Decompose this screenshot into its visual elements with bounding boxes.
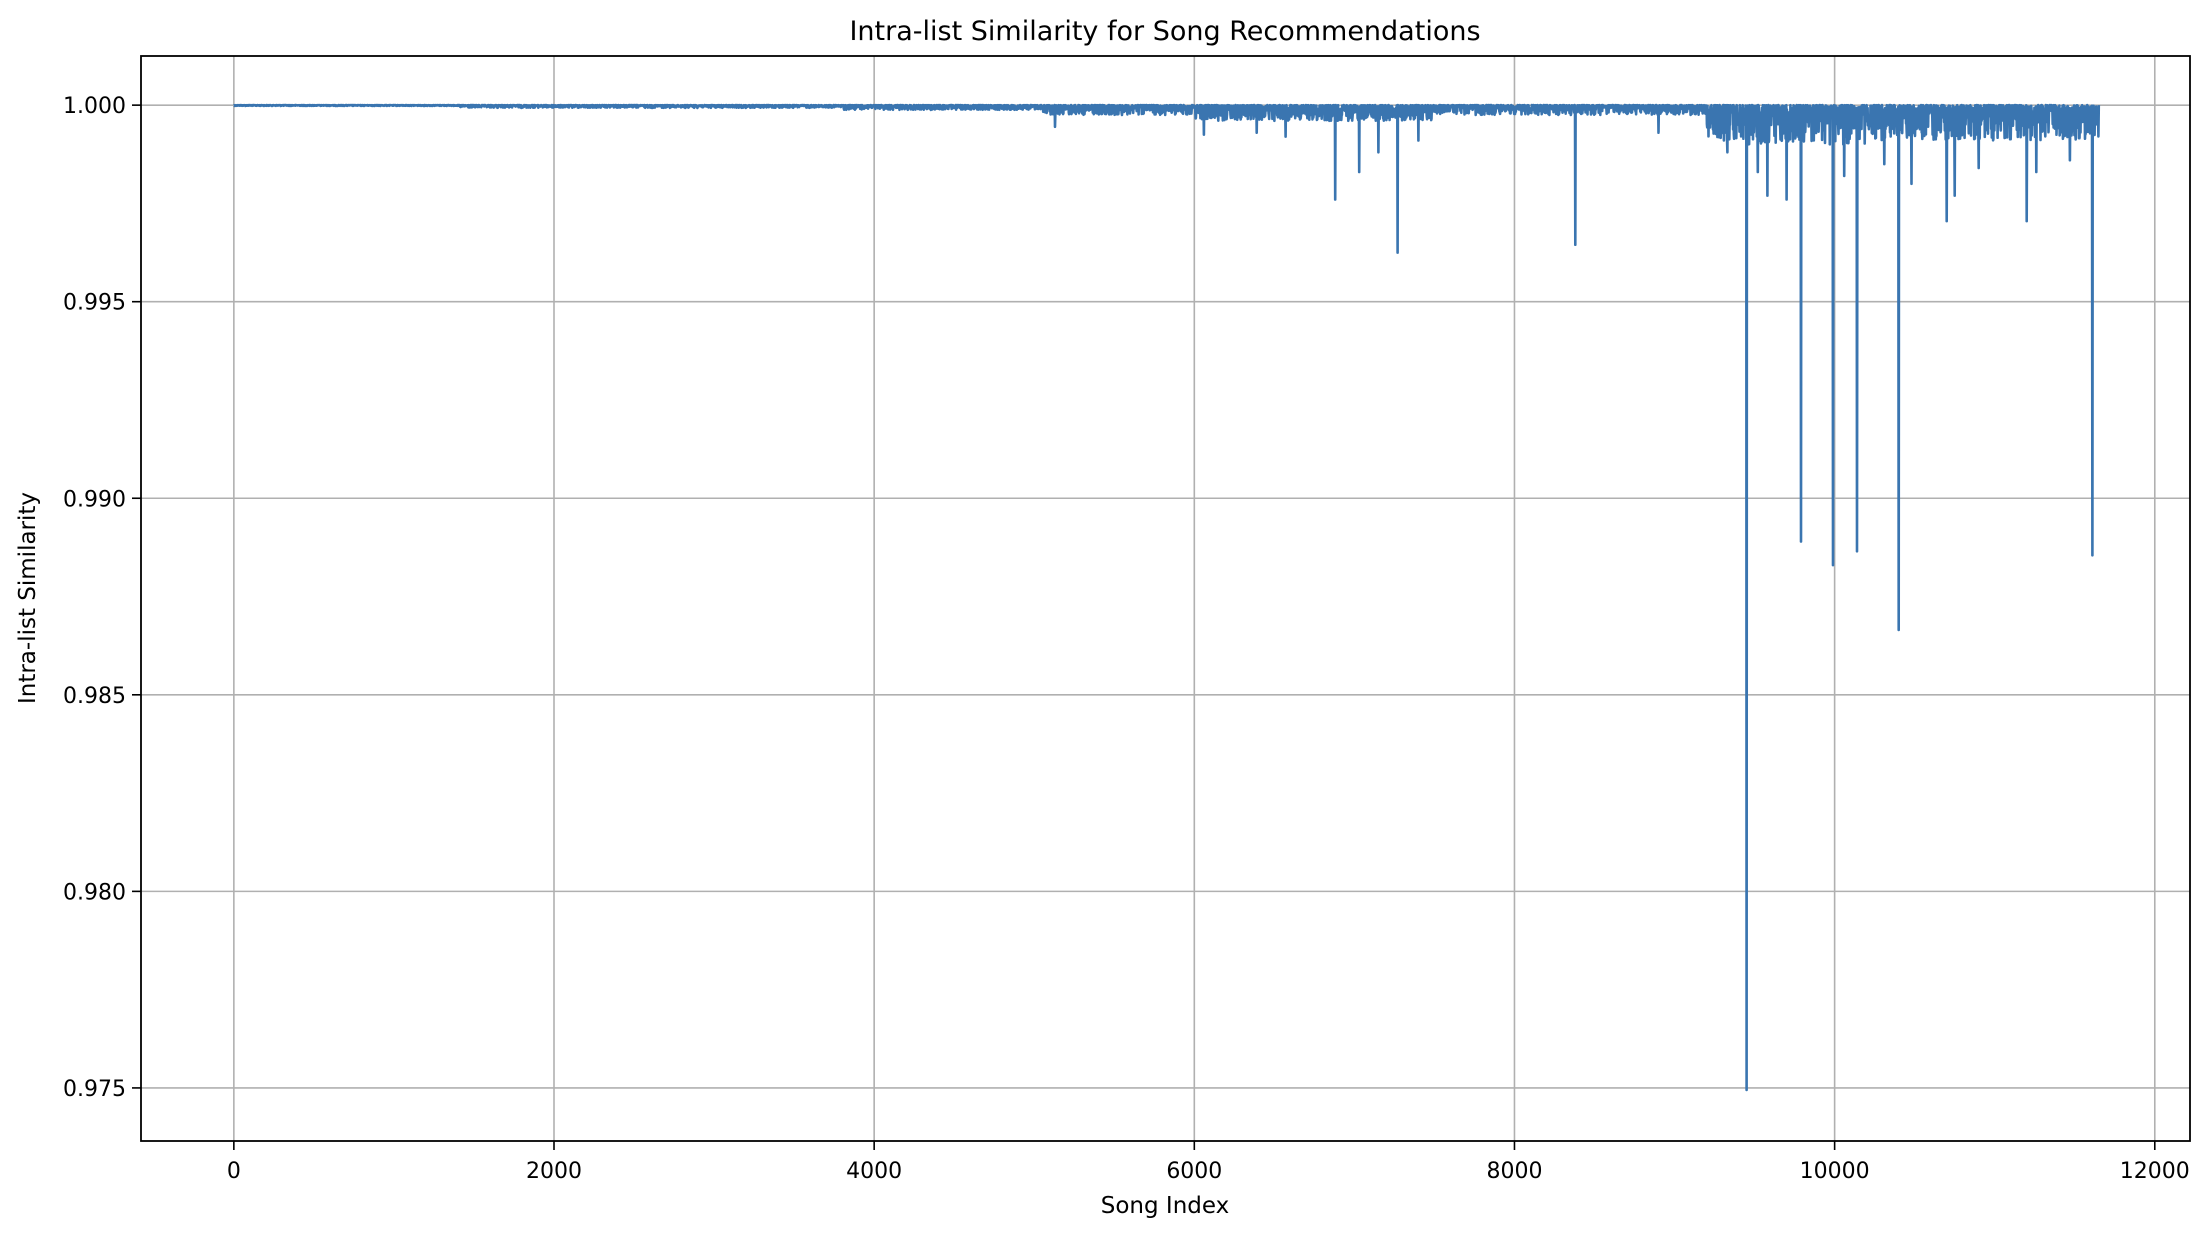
y-tick-label: 0.995 — [63, 291, 126, 316]
x-tick-label: 2000 — [526, 1159, 582, 1184]
x-axis-label: Song Index — [1101, 1193, 1229, 1219]
x-tick-label: 0 — [227, 1159, 241, 1184]
x-tick-label: 4000 — [846, 1159, 902, 1184]
chart-title: Intra-list Similarity for Song Recommend… — [849, 16, 1480, 47]
similarity-series-line — [232, 103, 2101, 1092]
x-tick-label: 12000 — [2120, 1159, 2190, 1184]
y-tick-label: 0.985 — [63, 684, 126, 709]
plot-area-frame — [140, 55, 2191, 1142]
axis-ticks: 0 2000 4000 6000 8000 10000 12000 0.975 0.980 0.9… — [63, 94, 2190, 1184]
y-tick-label: 0.980 — [63, 880, 126, 905]
x-tick-label: 8000 — [1486, 1159, 1542, 1184]
series-layer — [232, 103, 2101, 1092]
y-tick-label: 0.975 — [63, 1077, 126, 1102]
y-axis-label: Intra-list Similarity — [15, 492, 41, 704]
x-tick-label: 10000 — [1800, 1159, 1870, 1184]
y-tick-label: 0.990 — [63, 487, 126, 512]
x-tick-label: 6000 — [1166, 1159, 1222, 1184]
y-tick-label: 1.000 — [63, 94, 126, 119]
